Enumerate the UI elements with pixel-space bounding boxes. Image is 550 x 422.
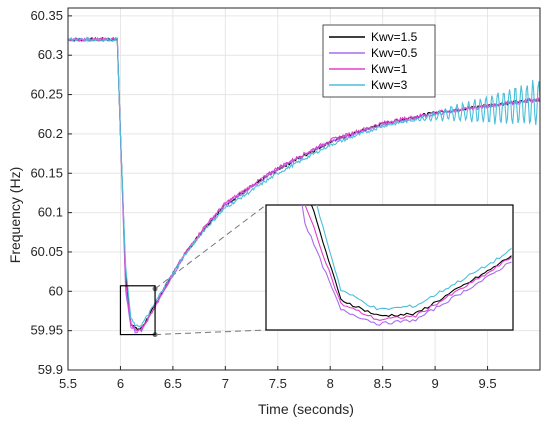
legend-label-1: Kwv=0.5 <box>371 46 418 60</box>
y-tick-label: 60.05 <box>30 244 63 259</box>
inset-series-line-3 <box>316 205 512 311</box>
series-lines <box>67 36 541 334</box>
legend-label-2: Kwv=1 <box>371 62 408 76</box>
x-axis-label: Time (seconds) <box>258 401 354 417</box>
y-tick-label: 59.95 <box>30 323 63 338</box>
zoom-inset <box>119 204 514 336</box>
legend-label-3: Kwv=3 <box>371 78 408 92</box>
x-tick-label: 5.5 <box>59 376 77 391</box>
legend: Kwv=1.5 Kwv=0.5 Kwv=1 Kwv=3 <box>322 24 436 98</box>
x-tick-label: 9.5 <box>479 376 497 391</box>
x-tick-label: 6 <box>117 376 124 391</box>
y-tick-label: 60 <box>49 283 63 298</box>
y-tick-label: 60.3 <box>38 47 63 62</box>
y-tick-label: 60.25 <box>30 87 63 102</box>
y-tick-label: 60.15 <box>30 165 63 180</box>
inset-series-line-2 <box>304 205 512 321</box>
axis-ticks: 5.5 6 6.5 7 7.5 8 8.5 9 9.5 59.9 59.95 60 60.05 60.1 6… <box>30 8 496 391</box>
inset-frame <box>265 204 514 331</box>
zoom-source-box <box>119 285 156 336</box>
x-tick-label: 7.5 <box>269 376 287 391</box>
plot-border <box>67 7 541 371</box>
series-line-3 <box>67 36 541 328</box>
y-tick-label: 60.35 <box>30 8 63 23</box>
inset-series <box>301 205 512 326</box>
x-tick-label: 6.5 <box>164 376 182 391</box>
y-tick-label: 60.2 <box>38 126 63 141</box>
x-tick-label: 8.5 <box>374 376 392 391</box>
inset-series-line-1 <box>301 205 512 326</box>
y-tick-label: 60.1 <box>38 205 63 220</box>
x-tick-label: 8 <box>327 376 334 391</box>
zoom-guide-bottom <box>155 329 267 336</box>
x-tick-label: 9 <box>431 376 438 391</box>
x-tick-label: 7 <box>222 376 229 391</box>
y-tick-label: 59.9 <box>38 362 63 377</box>
y-axis-label: Frequency (Hz) <box>7 167 23 263</box>
plot-frame <box>67 7 541 371</box>
legend-label-0: Kwv=1.5 <box>371 30 418 44</box>
inset-series-line-0 <box>310 205 512 317</box>
